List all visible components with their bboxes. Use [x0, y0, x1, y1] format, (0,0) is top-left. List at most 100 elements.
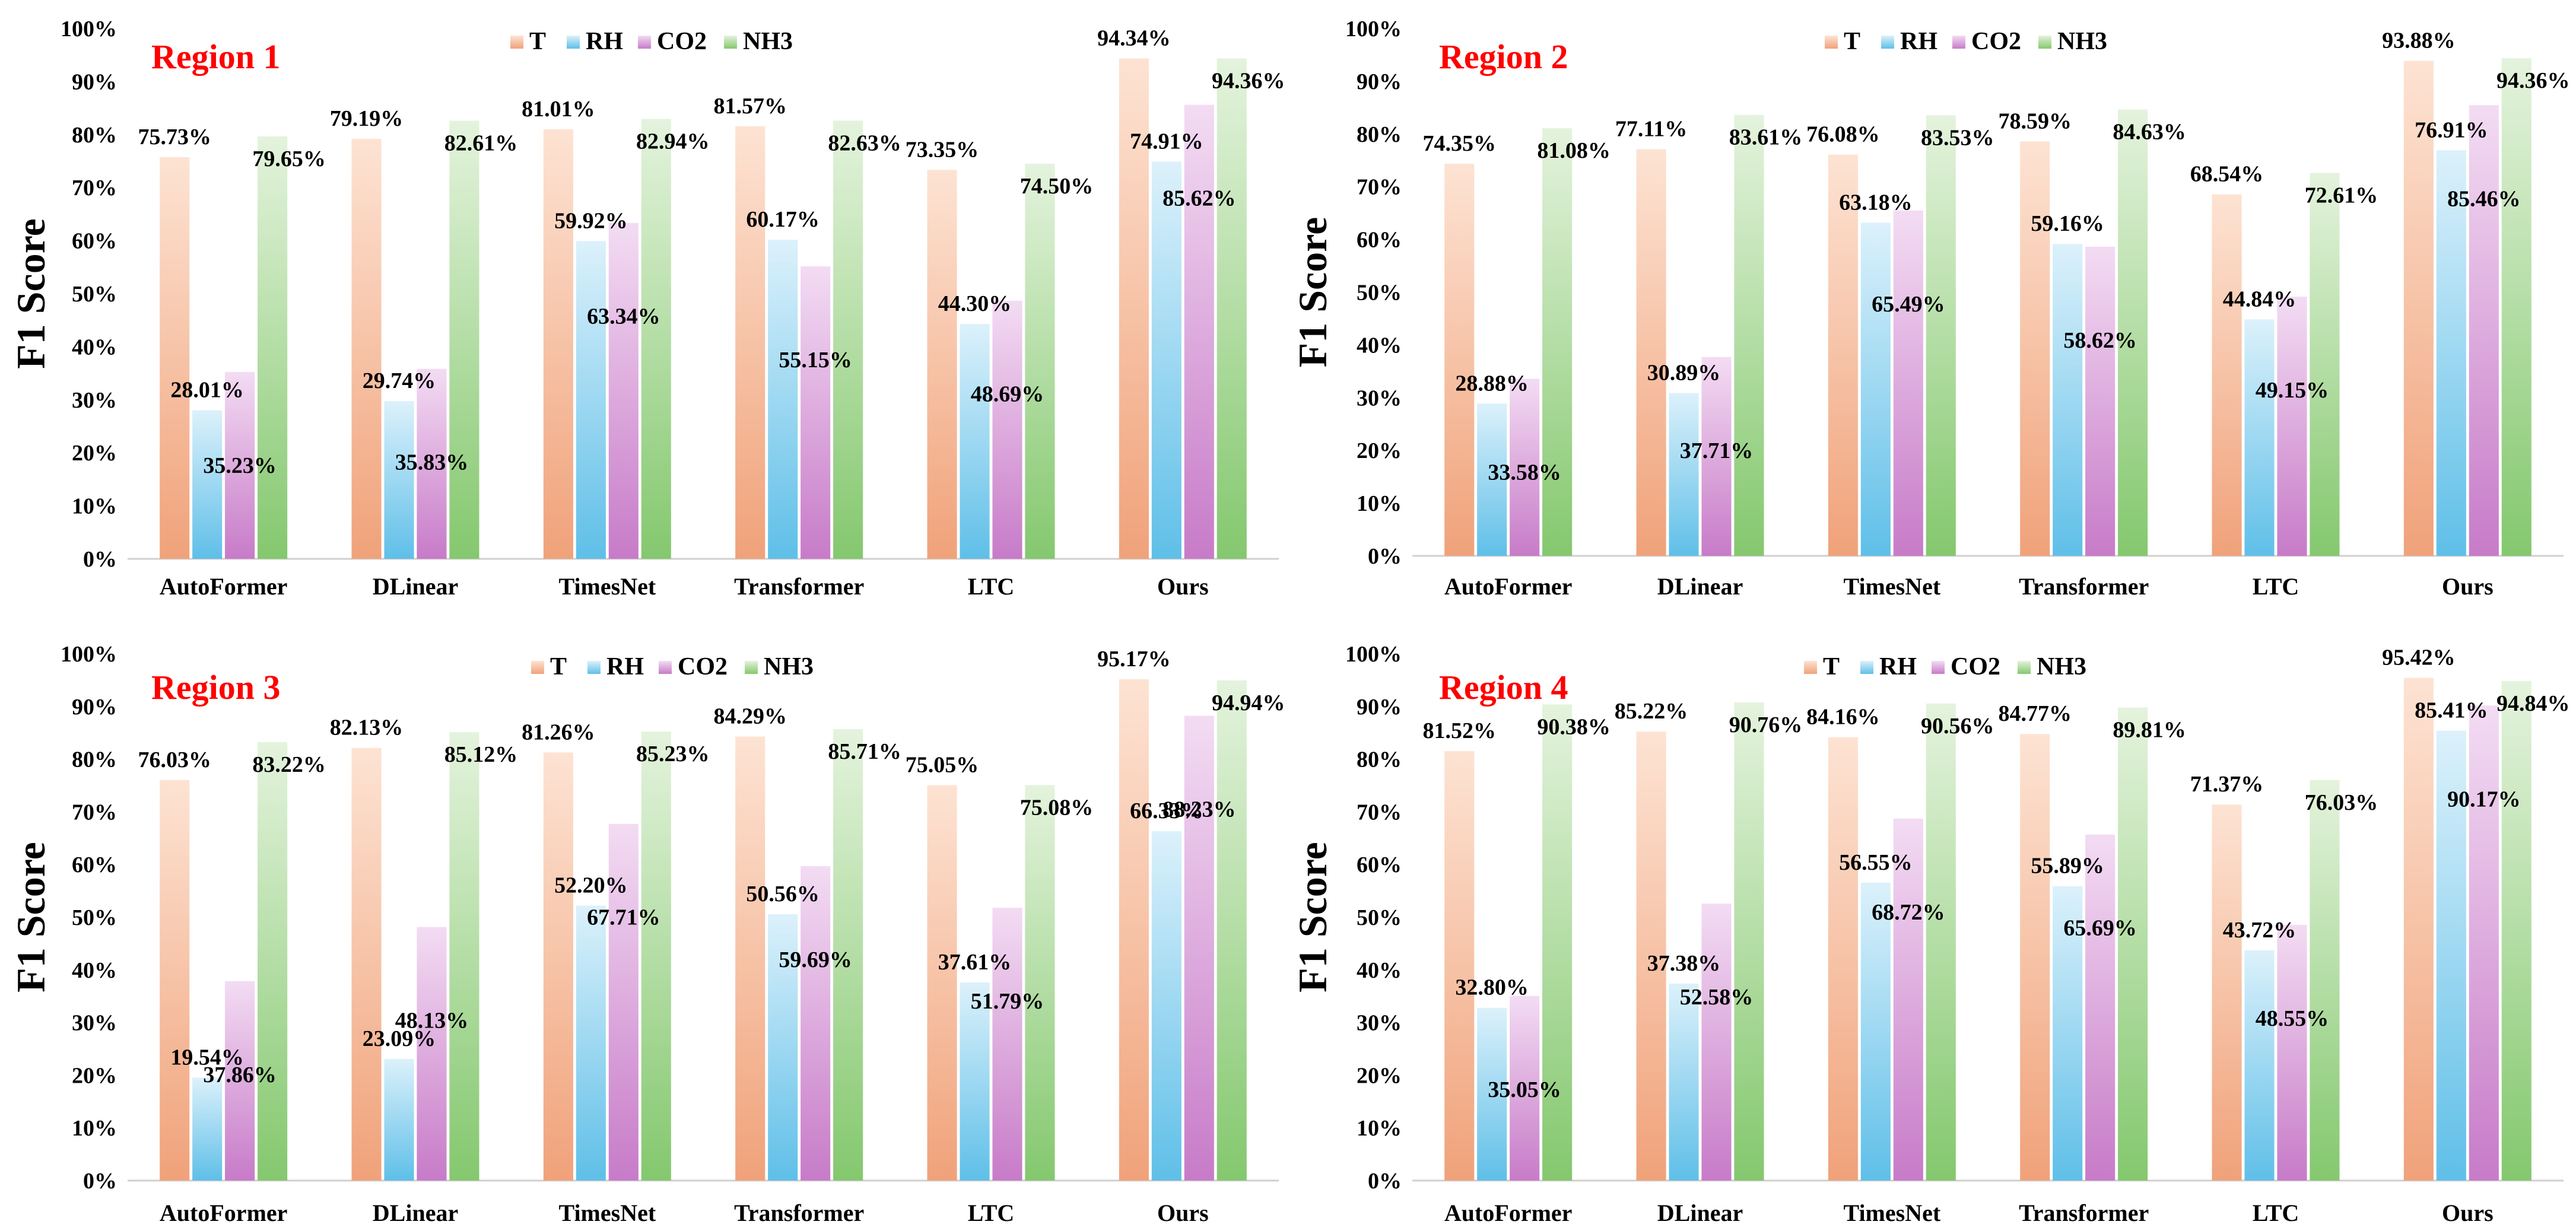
bar-t-ltc [927, 785, 957, 1181]
data-label-t: 94.34% [1097, 26, 1171, 51]
data-label-nh3: 83.22% [252, 752, 326, 777]
data-label-t: 82.13% [330, 715, 404, 740]
legend-label-t: T [529, 28, 546, 55]
x-category-label: DLinear [373, 1200, 458, 1226]
data-label-co2: 85.62% [1162, 186, 1236, 211]
data-label-co2: 35.23% [203, 453, 277, 478]
data-label-nh3: 94.84% [2496, 691, 2570, 716]
bar-co2-dlinear [1701, 904, 1732, 1181]
data-label-nh3: 89.81% [2113, 717, 2186, 742]
legend-label-co2: CO2 [657, 28, 707, 55]
legend-swatch-co2 [1932, 661, 1945, 674]
bar-t-transformer [735, 736, 766, 1181]
legend-swatch-nh3 [2038, 36, 2051, 49]
legend-swatch-rh [587, 661, 601, 674]
x-category-label: Ours [1157, 1200, 1209, 1226]
y-tick-label: 100% [1345, 17, 1402, 42]
data-label-rh: 59.16% [2031, 211, 2104, 236]
y-tick-label: 40% [72, 958, 117, 983]
data-label-nh3: 75.08% [1020, 795, 1094, 820]
data-label-t: 76.03% [138, 747, 211, 772]
bar-rh-timesnet [1860, 222, 1891, 556]
data-label-rh: 19.54% [170, 1045, 244, 1070]
legend-swatch-nh3 [724, 36, 737, 49]
legend-label-nh3: NH3 [2037, 653, 2086, 680]
x-category-label: DLinear [1657, 1200, 1743, 1226]
data-label-rh: 56.55% [1839, 850, 1913, 875]
x-category-label: Transformer [734, 573, 864, 600]
data-label-nh3: 82.63% [828, 131, 901, 155]
data-label-nh3: 81.08% [1537, 138, 1611, 163]
bar-rh-dlinear [1669, 984, 1699, 1181]
data-label-co2: 55.15% [779, 348, 852, 373]
y-tick-label: 10% [1357, 491, 1402, 516]
bar-t-autoformer [1444, 164, 1475, 556]
y-tick-label: 90% [1357, 69, 1402, 94]
region-title: Region 2 [1439, 37, 1568, 76]
y-tick-label: 20% [1357, 438, 1402, 463]
data-label-co2: 48.13% [395, 1009, 469, 1033]
bar-nh3-ltc [1025, 785, 1055, 1181]
legend-label-co2: CO2 [678, 653, 728, 680]
y-tick-label: 0% [1368, 1169, 1402, 1194]
data-label-nh3: 90.56% [1921, 714, 1994, 739]
data-label-rh: 52.20% [554, 873, 628, 898]
bar-co2-autoformer [1510, 995, 1540, 1181]
y-tick-label: 60% [1357, 228, 1402, 253]
data-label-nh3: 83.61% [1729, 125, 1803, 150]
bar-co2-autoformer [225, 981, 255, 1181]
x-category-label: Transformer [2019, 573, 2149, 600]
data-label-co2: 51.79% [971, 989, 1044, 1014]
bar-rh-ours [2436, 730, 2466, 1181]
data-label-rh: 66.33% [1130, 799, 1203, 823]
data-label-co2: 58.62% [2063, 328, 2137, 353]
y-tick-label: 50% [72, 282, 117, 307]
y-tick-label: 30% [72, 1011, 117, 1036]
bar-nh3-ours [2501, 58, 2531, 556]
data-label-t: 81.26% [522, 720, 595, 745]
data-label-co2: 35.83% [395, 450, 469, 475]
data-label-co2: 59.69% [779, 947, 852, 972]
legend-swatch-co2 [638, 36, 651, 49]
bar-t-dlinear [351, 139, 382, 559]
data-label-t: 95.42% [2382, 645, 2456, 670]
bar-co2-dlinear [417, 927, 447, 1181]
legend-label-co2: CO2 [1971, 28, 2021, 55]
data-label-rh: 29.74% [363, 368, 436, 393]
bar-rh-ltc [960, 982, 990, 1181]
legend-swatch-t [1825, 36, 1838, 49]
x-category-label: LTC [968, 1200, 1015, 1226]
bar-nh3-dlinear [449, 120, 479, 559]
bar-rh-timesnet [576, 241, 606, 559]
data-label-rh: 32.80% [1455, 975, 1529, 1000]
bar-rh-dlinear [1669, 393, 1699, 556]
y-tick-label: 90% [72, 69, 117, 94]
x-category-label: Ours [1157, 573, 1209, 600]
y-tick-label: 50% [1357, 281, 1402, 306]
y-tick-label: 30% [1357, 386, 1402, 411]
bar-nh3-dlinear [449, 732, 479, 1181]
bar-co2-timesnet [1893, 818, 1923, 1181]
legend-swatch-t [510, 36, 523, 49]
data-label-t: 93.88% [2382, 28, 2456, 53]
legend-swatch-t [531, 661, 544, 674]
x-category-label: Transformer [2019, 1200, 2149, 1226]
y-tick-label: 70% [72, 176, 117, 201]
bar-t-transformer [2020, 734, 2050, 1181]
y-axis-label: F1 Score [1290, 217, 1335, 368]
bar-nh3-timesnet [641, 731, 671, 1181]
data-label-nh3: 94.36% [1212, 68, 1285, 93]
data-label-rh: 50.56% [746, 882, 820, 906]
y-tick-label: 40% [1357, 333, 1402, 358]
bar-co2-ours [2469, 705, 2499, 1181]
data-label-nh3: 76.03% [2305, 790, 2378, 815]
bar-t-ours [1119, 58, 1149, 559]
y-tick-label: 80% [1357, 747, 1402, 772]
bar-nh3-ltc [2310, 780, 2340, 1181]
y-tick-label: 50% [1357, 905, 1402, 930]
bar-nh3-ours [1216, 58, 1247, 559]
data-label-nh3: 85.71% [828, 739, 901, 764]
bar-t-dlinear [1636, 731, 1666, 1181]
bar-rh-transformer [2053, 244, 2083, 556]
legend-label-rh: RH [606, 653, 644, 680]
